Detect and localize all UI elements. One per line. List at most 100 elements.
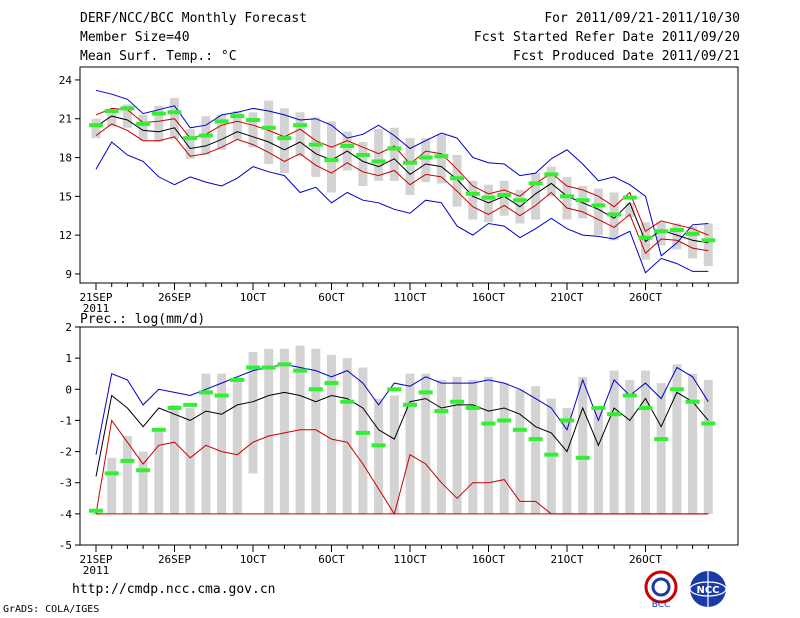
- prec-plot-frame: [79, 326, 739, 546]
- prec-spread-bar: [107, 457, 117, 514]
- prec-spread-bar: [342, 358, 352, 514]
- temp-observed-marker: [246, 118, 260, 123]
- prec-spread-bar: [279, 348, 289, 514]
- prec-spread-bar: [593, 407, 603, 514]
- temperature-panel: 9 12 15 18 21 24 21SEP 26SEP 1OCT 6OCT 11OCT 16OCT 2…: [59, 66, 739, 315]
- temp-spread-bar: [484, 184, 493, 223]
- temp-spread-bar: [389, 127, 399, 181]
- temp-spread-bar: [154, 105, 164, 143]
- temp-x-tick-label: 21OCT: [550, 291, 583, 304]
- prec-spread-bar: [578, 376, 588, 514]
- temp-spread-bar: [468, 180, 478, 220]
- temp-spread-bar: [138, 114, 148, 141]
- temp-y-tick-label: 18: [59, 152, 72, 165]
- prec-spread-bar: [170, 404, 179, 514]
- temp-spread-bar: [91, 118, 101, 139]
- temp-y-tick-label: 21: [59, 113, 72, 126]
- prec-spread-bar: [201, 373, 211, 514]
- prec-x-tick-label: 16OCT: [472, 553, 505, 566]
- temp-observed-marker: [308, 142, 323, 147]
- temp-observed-marker: [104, 108, 119, 113]
- temp-spread-bar: [374, 129, 384, 181]
- temp-x-tick-label: 6OCT: [318, 291, 345, 304]
- temp-spread-bar: [688, 226, 698, 259]
- temp-spread-bar: [625, 202, 635, 218]
- temp-observed-marker: [387, 146, 402, 151]
- prec-mean-line: [95, 391, 709, 477]
- prec-x-tick-label: 11OCT: [393, 553, 426, 566]
- temp-spread-bar: [436, 134, 446, 184]
- temp-spread-bar: [264, 100, 274, 165]
- prec-observed-marker: [183, 402, 198, 407]
- prec-spread-bar: [436, 379, 446, 514]
- website-link[interactable]: http://cmdp.ncc.cma.gov.cn: [72, 582, 276, 597]
- temp-observed-marker: [544, 172, 559, 177]
- temp-observed-marker: [465, 191, 480, 196]
- prec-observed-marker: [136, 468, 151, 473]
- temp-x-tick-label: 21SEP: [79, 291, 112, 304]
- prec-observed-marker: [246, 365, 260, 370]
- temp-observed-marker: [324, 158, 339, 163]
- prec-spread-bar: [232, 376, 242, 514]
- prec-spread-bar: [609, 370, 619, 514]
- temp-observed-marker: [293, 123, 308, 128]
- temp-y-tick-label: 24: [59, 74, 73, 87]
- prec-spread-bar: [264, 348, 274, 514]
- prec-spread-bar: [154, 429, 164, 514]
- prec-spread-bar: [405, 373, 415, 514]
- prec-observed-marker: [151, 427, 166, 432]
- prec-observed-marker: [544, 452, 559, 457]
- temp-spread-bar: [185, 129, 195, 159]
- prec-year-label: 2011: [83, 564, 110, 577]
- prec-spread-bar: [327, 355, 336, 514]
- temp-year-label: 2011: [83, 302, 110, 315]
- prec-spread-bar: [672, 364, 682, 514]
- prec-spread-bar: [185, 407, 195, 514]
- temp-spread-bar: [672, 223, 682, 250]
- temp-upper-line: [95, 107, 709, 236]
- prec-x-tick-label: 21SEP: [79, 553, 112, 566]
- temp-observed-marker: [638, 235, 653, 240]
- prec-observed-marker: [685, 399, 700, 404]
- temp-spread-bar: [232, 110, 242, 140]
- temp-observed-marker: [669, 227, 684, 232]
- prec-spread-bar: [452, 376, 462, 514]
- temp-observed-marker: [654, 229, 669, 234]
- temp-observed-marker: [622, 195, 637, 200]
- temp-spread-bar: [531, 173, 541, 220]
- temp-spread-bar: [122, 104, 132, 128]
- temp-observed-marker: [481, 195, 496, 200]
- prec-observed-marker: [324, 381, 339, 386]
- temp-observed-marker: [450, 176, 465, 181]
- temp-observed-marker: [136, 121, 151, 126]
- prec-spread-bar: [641, 370, 650, 514]
- temp-spread-bar: [295, 112, 305, 157]
- temp-spread-bar: [546, 166, 556, 197]
- temp-spread-bar: [421, 138, 431, 183]
- temp-spread-bar: [499, 180, 509, 216]
- temp-observed-marker: [528, 181, 543, 186]
- prec-y-tick-label: -5: [59, 539, 72, 552]
- prec-observed-marker: [198, 390, 213, 395]
- forecast-period-label: For 2011/09/21-2011/10/30: [544, 11, 740, 26]
- temp-observed-marker: [575, 198, 590, 203]
- prec-observed-marker: [591, 405, 606, 410]
- prec-spread-bar: [515, 389, 525, 514]
- produced-date-label: Fcst Produced Date 2011/09/21: [513, 49, 740, 64]
- prec-observed-marker: [355, 430, 370, 435]
- prec-spread-bar: [656, 383, 666, 514]
- bcc-logo: BCC: [640, 569, 682, 613]
- temp-observed-marker: [591, 203, 606, 208]
- prec-observed-marker: [638, 405, 653, 410]
- prec-x-tick-label: 1OCT: [240, 553, 267, 566]
- temp-spread-bar: [217, 114, 227, 150]
- prec-max-line: [95, 363, 709, 455]
- prec-observed-marker: [230, 377, 245, 382]
- temp-observed-marker: [261, 125, 276, 130]
- prec-observed-marker: [418, 390, 433, 395]
- prec-y-tick-label: -1: [59, 414, 72, 427]
- temp-spread-bar: [327, 121, 336, 193]
- temp-spread-bar: [358, 142, 368, 186]
- prec-observed-marker: [654, 437, 669, 442]
